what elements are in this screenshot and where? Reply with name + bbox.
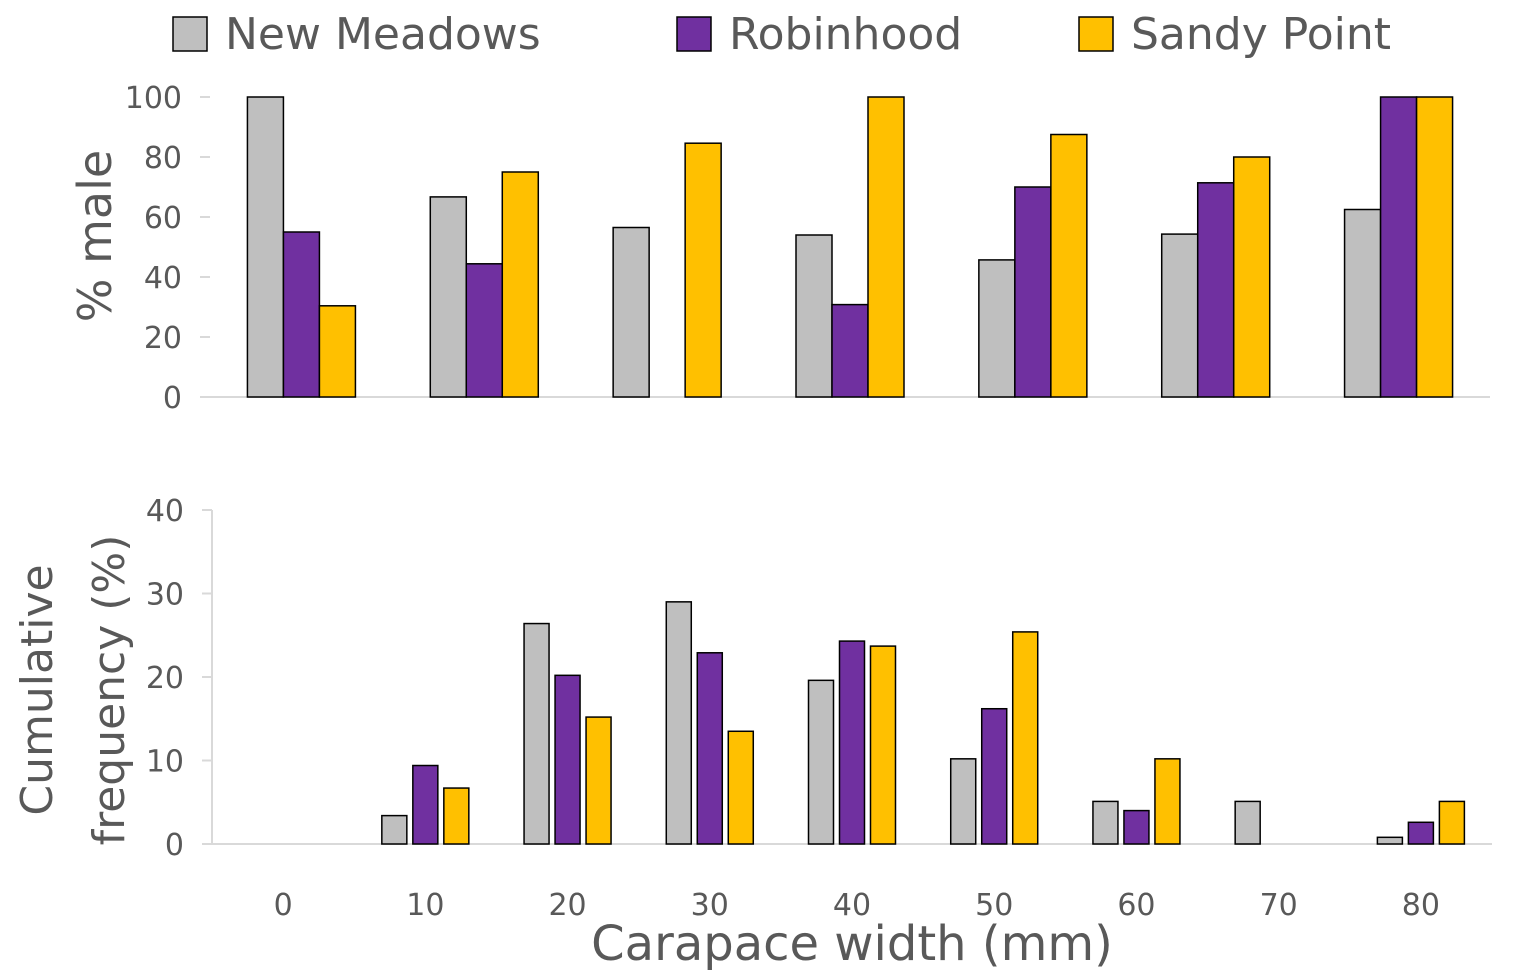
x-tick-label: 80	[1402, 888, 1440, 923]
bar	[1014, 186, 1052, 398]
x-tick-label: 50	[975, 888, 1013, 923]
bar	[1438, 800, 1466, 845]
bar	[554, 674, 581, 845]
bar	[978, 259, 1016, 398]
bar	[282, 231, 321, 398]
bar	[684, 142, 722, 398]
bar	[429, 196, 468, 398]
bar	[838, 640, 866, 845]
bar	[246, 96, 285, 398]
x-tick-label: ay	[271, 460, 321, 509]
legend-swatch	[172, 16, 208, 52]
bar	[1379, 96, 1418, 398]
y-tick-label: 30	[146, 578, 184, 613]
x-tick-label: 40	[833, 888, 871, 923]
bar	[1376, 836, 1404, 845]
legend-label: New Meadows	[225, 9, 541, 60]
y-tick-label: 20	[144, 321, 182, 356]
x-tick-label: st	[823, 462, 866, 507]
bar	[443, 787, 470, 845]
x-tick-label: 60	[1117, 888, 1155, 923]
y-tick-label: 0	[165, 828, 184, 863]
bar	[1011, 631, 1039, 845]
bar	[1343, 208, 1382, 398]
y-tick-label: 10	[146, 745, 184, 780]
bar	[318, 305, 357, 398]
x-tick-label: 30	[691, 888, 729, 923]
bar	[1123, 809, 1150, 845]
bar	[1196, 182, 1235, 398]
bar	[831, 303, 869, 398]
bar	[795, 234, 833, 398]
bar	[807, 679, 835, 845]
bar	[696, 652, 724, 845]
bar	[1232, 156, 1271, 398]
x-tick-label: er	[1188, 461, 1234, 508]
y-tick-label: 0	[163, 381, 182, 416]
x-tick-label: ly	[641, 462, 682, 506]
y-tick-label: 80	[144, 141, 182, 176]
bar	[867, 96, 905, 398]
bar	[980, 707, 1008, 845]
bar	[949, 758, 977, 845]
bar	[1092, 800, 1119, 845]
bar	[465, 263, 504, 398]
bar	[869, 645, 897, 845]
y-tick-label: 60	[144, 201, 182, 236]
bar	[412, 764, 439, 845]
bar	[1154, 758, 1181, 845]
bar	[665, 601, 693, 845]
sex-ratio-panel: 0 20 40 60 80 100 ay ne ly st er er er % male	[68, 81, 1490, 509]
bar	[1160, 233, 1199, 398]
y-axis-title: frequency (%)	[84, 535, 135, 846]
y-tick-label: 40	[146, 494, 184, 529]
bar	[1407, 821, 1435, 845]
x-tick-label: 70	[1260, 888, 1298, 923]
y-axis-title: Cumulative	[12, 564, 63, 815]
y-tick-label: 100	[125, 81, 182, 116]
y-axis-title: % male	[68, 150, 122, 322]
bar	[585, 716, 612, 845]
x-tick-label: 10	[406, 888, 444, 923]
legend-label: Robinhood	[729, 9, 962, 60]
x-axis-title: Carapace width (mm)	[591, 916, 1113, 972]
bar	[523, 622, 550, 845]
bar	[381, 814, 408, 845]
legend-swatch	[1078, 16, 1114, 52]
bar	[501, 171, 540, 398]
x-tick-label: 0	[274, 888, 293, 923]
bar	[727, 730, 755, 845]
legend-label: Sandy Point	[1131, 9, 1391, 60]
x-tick-label: er	[1370, 461, 1416, 508]
bar	[612, 226, 650, 398]
bar	[1234, 800, 1261, 845]
y-tick-label: 20	[146, 661, 184, 696]
bar	[1415, 96, 1454, 398]
x-tick-label: 20	[548, 888, 586, 923]
legend: New Meadows Robinhood Sandy Point	[172, 9, 1391, 60]
legend-swatch	[676, 16, 712, 52]
frequency-panel: 0 10 20 30 40 0 10 20 30 40 50 60 70 80 Cumulative freq…	[12, 494, 1492, 972]
y-tick-label: 40	[144, 261, 182, 296]
x-tick-label: ne	[453, 459, 504, 509]
x-tick-label: er	[1005, 461, 1051, 508]
bar	[1050, 133, 1088, 398]
